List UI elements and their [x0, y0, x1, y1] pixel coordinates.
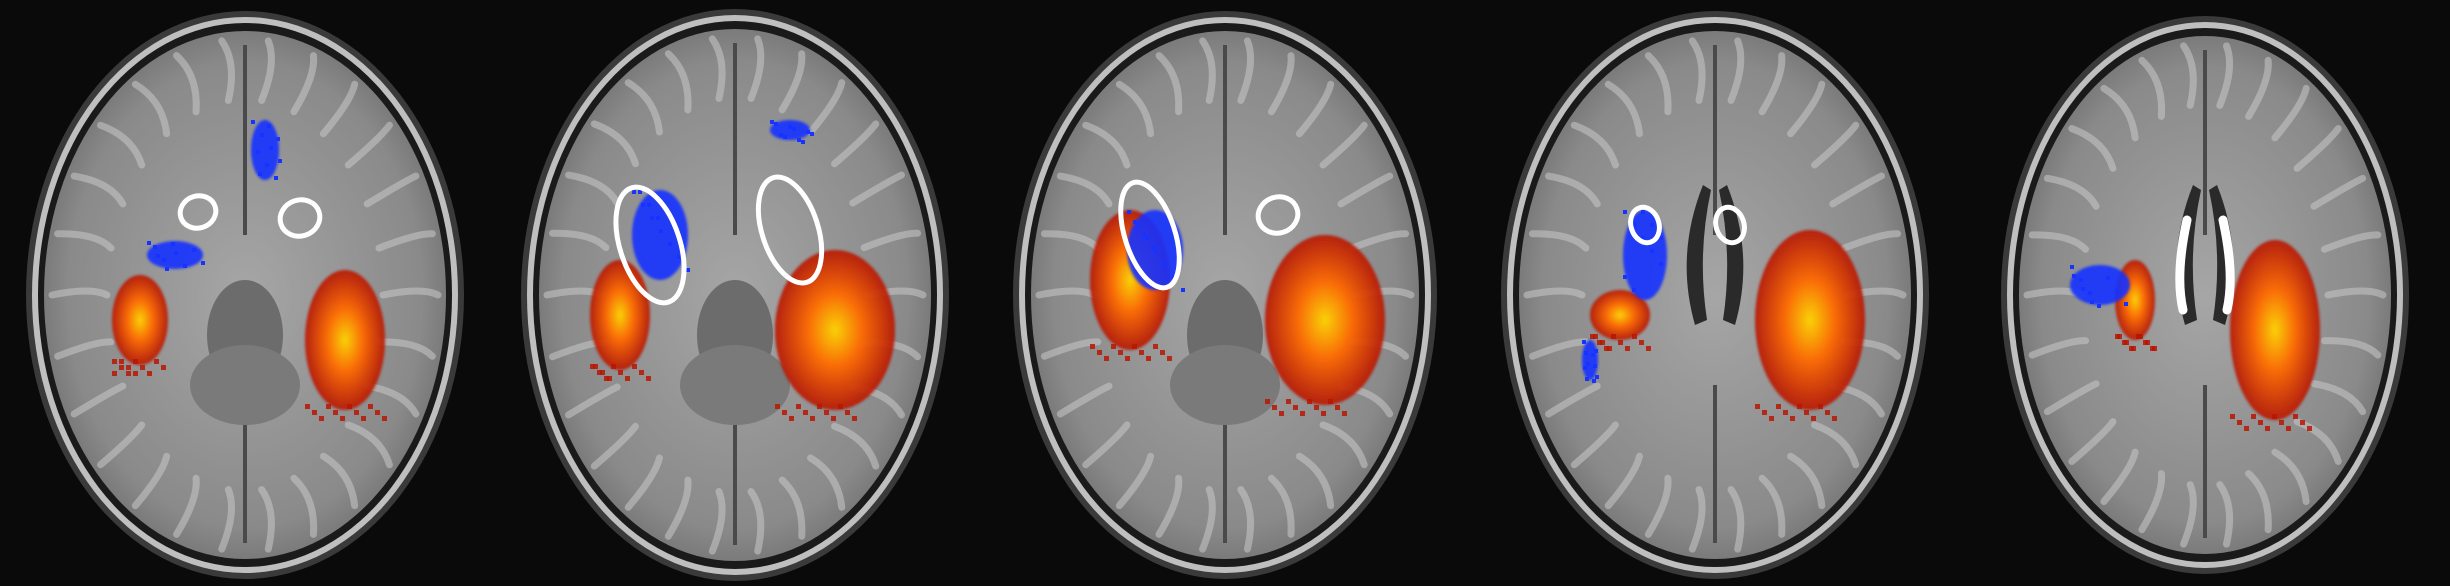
activation-cluster-warm	[112, 275, 168, 365]
activation-cluster-cool	[632, 190, 688, 280]
cerebellum	[1170, 345, 1280, 425]
roi-outline	[755, 174, 825, 286]
roi-outline	[2175, 215, 2192, 315]
activation-cluster-warm	[1265, 235, 1385, 405]
left-ventricle	[1686, 185, 1711, 325]
roi-outline	[613, 184, 687, 306]
activation-cluster-warm	[590, 260, 650, 370]
brain-slice-svg	[1470, 0, 1960, 586]
brain-slice-svg	[1960, 0, 2450, 586]
roi-outline	[177, 193, 219, 231]
cerebellum	[190, 345, 300, 425]
axial-slice-2	[490, 0, 980, 586]
activation-cluster-warm	[2230, 240, 2320, 420]
activation-cluster-cool	[2070, 265, 2130, 305]
activation-cluster-cool	[251, 120, 279, 180]
activation-cluster-warm	[305, 270, 385, 410]
roi-outline	[1118, 179, 1182, 291]
brain-slice-svg	[0, 0, 490, 586]
activation-cluster-warm	[1590, 290, 1650, 340]
activation-cluster-warm	[1755, 230, 1865, 410]
axial-slice-1	[0, 0, 490, 586]
roi-outline	[277, 197, 323, 239]
axial-slice-5	[1960, 0, 2450, 586]
roi-outline	[2218, 215, 2235, 315]
brain-slice-svg	[490, 0, 980, 586]
cerebellum	[680, 345, 790, 425]
roi-outline	[1713, 204, 1747, 246]
activation-cluster-warm	[775, 250, 895, 410]
roi-outline	[1628, 204, 1662, 246]
right-ventricle	[1719, 185, 1744, 325]
brain-slice-svg	[980, 0, 1470, 586]
roi-outline	[1255, 194, 1301, 236]
activation-cluster-cool	[1582, 340, 1598, 380]
axial-slice-3	[980, 0, 1470, 586]
axial-slice-4	[1470, 0, 1960, 586]
